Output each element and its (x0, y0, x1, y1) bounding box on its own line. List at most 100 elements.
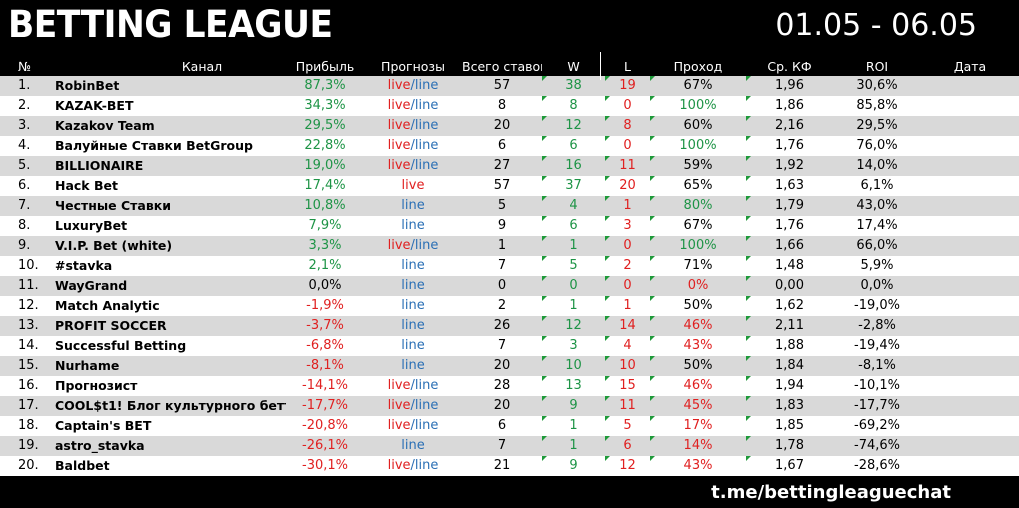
row-channel: WayGrand (55, 278, 128, 293)
row-profit: 10,8% (304, 198, 346, 213)
chat-link[interactable]: t.me/bettingleaguechat (711, 482, 951, 503)
row-forecasts: line (364, 436, 462, 456)
forecast-slash: / (410, 418, 415, 433)
row-pass: 80% (650, 196, 746, 216)
row-roi: 66,0% (856, 238, 898, 253)
row-channel: #stavka (55, 258, 113, 273)
date-range: 01.05 - 06.05 (775, 8, 977, 43)
row-forecasts: line (364, 316, 462, 336)
forecast-live: live (387, 98, 411, 113)
row-channel: Captain's BET (55, 418, 152, 433)
forecast-line: line (401, 278, 425, 293)
row-num: 7. (18, 198, 31, 213)
row-l: 0 (605, 96, 650, 116)
table-row: 6. Hack Bet 17,4% live 57 37 20 65% 1,63 6,1% (0, 176, 1019, 196)
row-pass: 46% (650, 316, 746, 336)
row-profit: 22,8% (304, 138, 346, 153)
row-channel: COOL$t1! Блог культурного бетто (55, 398, 286, 413)
row-date (921, 76, 1019, 96)
forecast-line: line (414, 238, 439, 253)
row-kf: 1,48 (746, 256, 833, 276)
forecast-slash: / (410, 158, 415, 173)
forecast-slash: / (410, 458, 415, 473)
row-channel: BILLIONAIRE (55, 158, 144, 173)
row-date (921, 276, 1019, 296)
table-row: 17. COOL$t1! Блог культурного бетто -17,7%… (0, 396, 1019, 416)
row-date (921, 356, 1019, 376)
forecast-line: line (401, 358, 425, 373)
row-date (921, 296, 1019, 316)
row-pass: 45% (650, 396, 746, 416)
row-profit: 2,1% (308, 258, 342, 273)
table-row: 10. #stavka 2,1% line 7 5 2 71% 1,48 5,9% (0, 256, 1019, 276)
forecast-live: live (387, 138, 411, 153)
row-num: 2. (18, 98, 31, 113)
row-num: 19. (18, 438, 39, 453)
row-pass: 43% (650, 336, 746, 356)
col-pass: Проход (673, 59, 723, 74)
row-num: 18. (18, 418, 39, 433)
row-channel: astro_stavka (55, 438, 145, 453)
row-total: 28 (493, 378, 511, 393)
row-date (921, 176, 1019, 196)
forecast-line: line (401, 298, 425, 313)
row-num: 10. (18, 258, 39, 273)
forecast-live: live (387, 118, 411, 133)
page-title: BETTING LEAGUE (8, 3, 333, 46)
row-date (921, 156, 1019, 176)
row-l: 2 (605, 256, 650, 276)
row-pass: 0% (650, 276, 746, 296)
row-roi: 43,0% (856, 198, 898, 213)
row-l: 5 (605, 416, 650, 436)
forecast-live: live (387, 78, 411, 93)
row-kf: 1,63 (746, 176, 833, 196)
forecast-line: line (401, 438, 425, 453)
row-roi: 14,0% (856, 158, 898, 173)
row-forecasts: live/line (364, 456, 462, 476)
col-kf: Ср. КФ (767, 59, 812, 74)
row-roi: -74,6% (854, 438, 900, 453)
row-num: 11. (18, 278, 39, 293)
row-kf: 1,86 (746, 96, 833, 116)
row-profit: -6,8% (306, 338, 344, 353)
row-profit: 3,3% (308, 238, 342, 253)
forecast-live: live (387, 398, 411, 413)
row-channel: Nurhame (55, 358, 120, 373)
row-profit: 87,3% (304, 78, 346, 93)
forecast-slash: / (410, 78, 415, 93)
row-roi: -8,1% (858, 358, 896, 373)
row-roi: -19,0% (854, 298, 900, 313)
forecast-live: live (387, 458, 411, 473)
row-forecasts: line (364, 356, 462, 376)
row-w: 1 (542, 416, 605, 436)
forecast-live: live (387, 378, 411, 393)
row-w: 6 (542, 216, 605, 236)
row-w: 13 (542, 376, 605, 396)
row-date (921, 316, 1019, 336)
row-forecasts: line (364, 276, 462, 296)
col-w: W (567, 59, 580, 74)
row-profit: -8,1% (306, 358, 344, 373)
row-forecasts: live/line (364, 76, 462, 96)
table-row: 13. PROFIT SOCCER -3,7% line 26 12 14 46% 2,11 -2… (0, 316, 1019, 336)
forecast-line: line (414, 158, 439, 173)
row-date (921, 396, 1019, 416)
row-channel: Successful Betting (55, 338, 187, 353)
row-roi: -28,6% (854, 458, 900, 473)
row-l: 20 (605, 176, 650, 196)
row-date (921, 216, 1019, 236)
row-channel: Прогнозист (55, 378, 138, 393)
forecast-slash: / (410, 378, 415, 393)
row-pass: 60% (650, 116, 746, 136)
row-roi: 85,8% (856, 98, 898, 113)
table-row: 4. Валуйные Ставки BetGroup 22,8% live/line… (0, 136, 1019, 156)
row-date (921, 456, 1019, 476)
row-kf: 1,78 (746, 436, 833, 456)
row-channel: PROFIT SOCCER (55, 318, 167, 333)
table-row: 7. Честные Ставки 10,8% line 5 4 1 80% 1,79 43,0% (0, 196, 1019, 216)
row-roi: -17,7% (854, 398, 900, 413)
row-kf: 1,84 (746, 356, 833, 376)
row-total: 9 (497, 218, 507, 233)
forecast-slash: / (410, 238, 415, 253)
row-l: 12 (605, 456, 650, 476)
